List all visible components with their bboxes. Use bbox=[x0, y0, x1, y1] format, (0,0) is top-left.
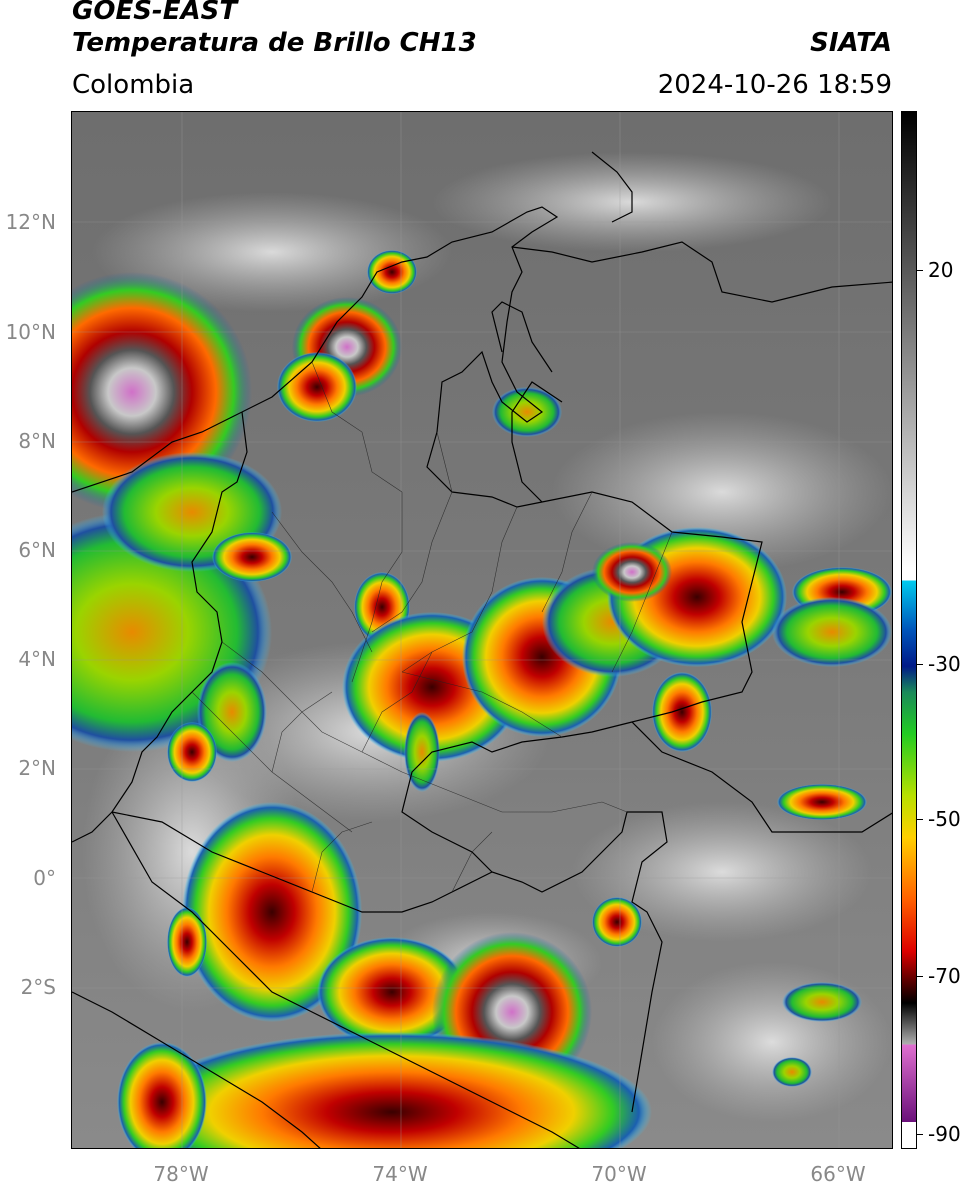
lat-label-2n: 2°N bbox=[18, 756, 56, 780]
colorbar-tick bbox=[917, 1134, 923, 1135]
colorbar-label-minus70: -70 bbox=[928, 964, 961, 988]
organization-label: SIATA bbox=[810, 28, 892, 58]
satellite-map bbox=[71, 111, 893, 1149]
lat-label-10n: 10°N bbox=[5, 320, 56, 344]
datetime-label: 2024-10-26 18:59 bbox=[657, 70, 892, 100]
colorbar-label-minus50: -50 bbox=[928, 807, 961, 831]
colorbar-tick bbox=[917, 819, 923, 820]
lat-label-8n: 8°N bbox=[18, 429, 56, 453]
satellite-title: GOES-EAST bbox=[72, 0, 238, 26]
lat-label-0: 0° bbox=[33, 866, 56, 890]
map-image bbox=[72, 112, 892, 1148]
lon-label-70w: 70°W bbox=[591, 1162, 647, 1186]
colorbar-label-minus30: -30 bbox=[928, 652, 961, 676]
lon-label-66w: 66°W bbox=[810, 1162, 866, 1186]
region-label: Colombia bbox=[72, 70, 195, 100]
colorbar-label-minus90: -90 bbox=[928, 1122, 961, 1146]
temperature-colorbar bbox=[901, 111, 917, 1149]
colorbar-tick bbox=[917, 976, 923, 977]
colorbar-tick bbox=[917, 270, 923, 271]
lon-label-74w: 74°W bbox=[372, 1162, 428, 1186]
lat-label-4n: 4°N bbox=[18, 647, 56, 671]
colorbar-label-20: 20 bbox=[928, 258, 954, 282]
lat-label-12n: 12°N bbox=[5, 210, 56, 234]
lon-label-78w: 78°W bbox=[153, 1162, 209, 1186]
lat-label-2s: 2°S bbox=[20, 975, 56, 999]
colorbar-tick bbox=[917, 664, 923, 665]
product-title: Temperatura de Brillo CH13 bbox=[72, 28, 477, 58]
lat-label-6n: 6°N bbox=[18, 538, 56, 562]
